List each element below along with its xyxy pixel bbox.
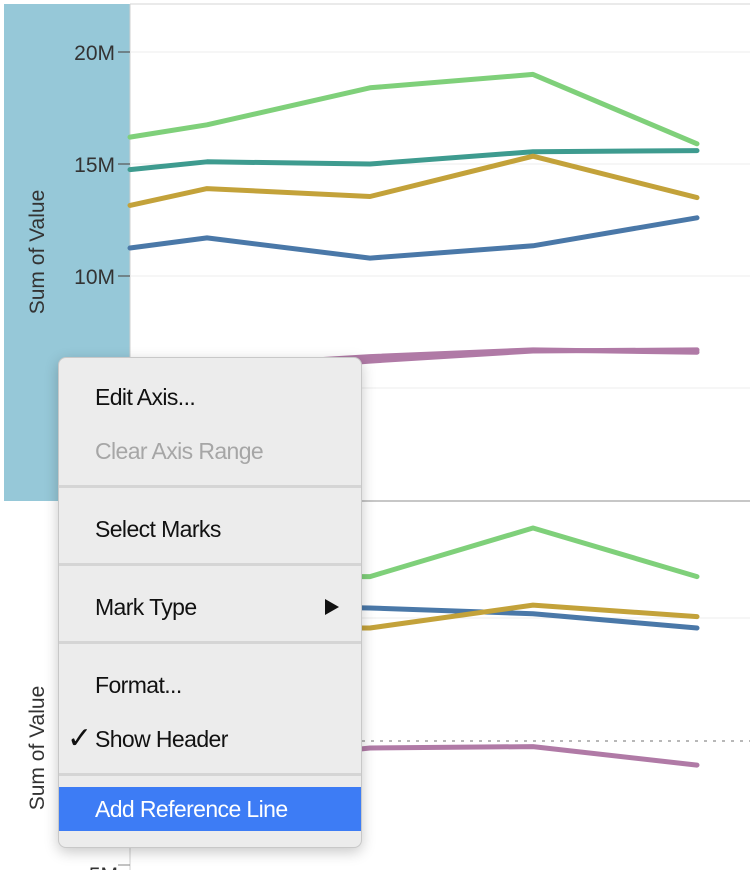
- y-tick-label-lower: 5M: [89, 864, 118, 870]
- y-tick-label: 10M: [74, 266, 115, 289]
- gridlines-upper: [130, 51, 750, 389]
- menu-item-mark-type-label: Mark Type: [95, 594, 197, 620]
- menu-item-edit-axis[interactable]: Edit Axis...: [95, 384, 196, 410]
- series-upper: [127, 71, 700, 376]
- menu-item-add-reference-line[interactable]: Add Reference Line: [59, 787, 361, 831]
- menu-item-select-marks[interactable]: Select Marks: [95, 516, 221, 542]
- y-axis-title-lower[interactable]: Sum of Value: [26, 686, 49, 811]
- menu-item-format[interactable]: Format...: [95, 672, 182, 698]
- y-axis-upper[interactable]: 20M 15M 10M: [74, 42, 130, 289]
- checkmark-icon: ✓: [67, 722, 92, 755]
- menu-separator: [59, 641, 361, 644]
- y-tick-label: 20M: [74, 42, 115, 65]
- menu-item-mark-type[interactable]: Mark Type: [59, 585, 361, 629]
- series-line: [127, 153, 700, 208]
- series-line: [127, 215, 700, 261]
- y-tick-label: 15M: [74, 154, 115, 177]
- menu-separator: [59, 485, 361, 488]
- menu-item-clear-axis-range: Clear Axis Range: [95, 438, 264, 464]
- submenu-arrow-icon: [325, 599, 339, 615]
- menu-separator: [59, 773, 361, 776]
- series-line: [127, 71, 700, 147]
- context-menu: Edit Axis... Clear Axis Range Select Mar…: [58, 357, 362, 848]
- series-line: [127, 148, 700, 173]
- menu-item-show-header[interactable]: ✓ Show Header: [59, 717, 361, 761]
- y-axis-title-upper[interactable]: Sum of Value: [26, 190, 49, 315]
- menu-item-show-header-label: Show Header: [95, 726, 228, 752]
- menu-separator: [59, 563, 361, 566]
